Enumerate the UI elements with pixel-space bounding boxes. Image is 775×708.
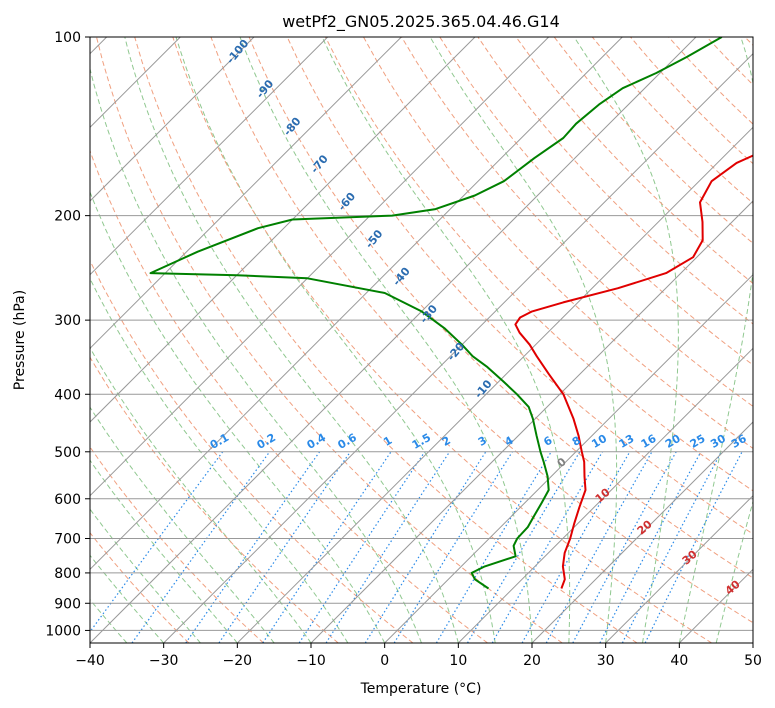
isotherm-gridline bbox=[90, 37, 550, 497]
y-tick-label: 800 bbox=[54, 566, 81, 582]
moist-adiabat-line bbox=[90, 459, 238, 643]
x-tick-label: −30 bbox=[149, 653, 179, 669]
isotherm-gridline bbox=[90, 37, 476, 423]
mixing-ratio-line bbox=[298, 451, 426, 643]
dry-adiabat-line bbox=[515, 37, 753, 285]
mixing-ratio-line bbox=[599, 451, 702, 643]
dry-adiabat-line bbox=[248, 37, 753, 579]
x-axis-label: Temperature (°C) bbox=[360, 681, 482, 697]
moist-adiabat-line bbox=[175, 37, 496, 643]
y-tick-label: 200 bbox=[54, 209, 81, 225]
mixing-ratio-line bbox=[185, 451, 321, 643]
mixing-ratio-line bbox=[521, 451, 631, 643]
moist-adiabat-line bbox=[715, 499, 753, 643]
mixing-ratio-line bbox=[572, 451, 677, 643]
dry-adiabat-line bbox=[210, 37, 753, 624]
x-tick-label: 10 bbox=[449, 653, 467, 669]
dry-adiabat-line bbox=[90, 149, 488, 643]
mixing-ratio-line bbox=[435, 451, 552, 643]
dry-adiabat-line bbox=[96, 37, 563, 643]
y-axis-ticks: 100 200 300 400 500 600 700 800 900 1000 bbox=[45, 30, 90, 639]
x-tick-label: 50 bbox=[744, 653, 762, 669]
moist-adiabat-line bbox=[573, 37, 679, 643]
x-tick-label: −20 bbox=[223, 653, 253, 669]
moist-adiabat-line bbox=[90, 406, 275, 643]
dry-adiabats bbox=[90, 37, 753, 643]
moist-adiabat-line bbox=[90, 277, 349, 643]
dry-adiabat-line bbox=[324, 37, 753, 492]
x-tick-label: 40 bbox=[670, 653, 688, 669]
isotherm-gridline bbox=[605, 494, 753, 643]
y-tick-label: 1000 bbox=[45, 623, 81, 639]
chart-title: wetPf2_GN05.2025.365.04.46.G14 bbox=[282, 12, 560, 32]
mixing-ratio-line bbox=[262, 451, 392, 643]
isotherm-gridline bbox=[90, 37, 623, 571]
dry-adiabat-line bbox=[134, 37, 638, 643]
mixing-ratio-line bbox=[325, 451, 451, 643]
y-tick-label: 100 bbox=[54, 30, 81, 46]
moist-adiabat-line bbox=[429, 37, 618, 643]
moist-adiabat-line bbox=[321, 37, 571, 643]
x-tick-label: 0 bbox=[380, 653, 389, 669]
y-tick-label: 300 bbox=[54, 313, 81, 329]
isotherm-gridline bbox=[310, 200, 753, 643]
isotherm-gridline bbox=[384, 273, 753, 643]
profile-series bbox=[149, 37, 753, 590]
x-tick-label: −10 bbox=[296, 653, 326, 669]
isotherm-gridline bbox=[90, 37, 255, 202]
mixing-ratio-line bbox=[644, 451, 743, 643]
mixing-ratio-lines bbox=[90, 451, 743, 643]
mixing-ratio-line bbox=[90, 451, 224, 633]
moist-adiabat-line bbox=[124, 37, 459, 643]
y-tick-label: 600 bbox=[54, 492, 81, 508]
y-tick-label: 500 bbox=[54, 445, 81, 461]
dry-adiabat-line bbox=[401, 37, 753, 408]
y-tick-label: 900 bbox=[54, 596, 81, 612]
mixing-ratio-line bbox=[364, 451, 487, 643]
x-tick-label: −40 bbox=[75, 653, 105, 669]
dry-adiabat-line bbox=[90, 531, 190, 643]
mixing-ratio-line bbox=[545, 451, 653, 643]
plot-frame bbox=[89, 36, 754, 644]
dry-adiabat-line bbox=[172, 37, 712, 643]
mixing-ratio-line bbox=[131, 451, 271, 643]
isotherm-gridline bbox=[90, 37, 402, 350]
y-axis-label: Pressure (hPa) bbox=[12, 290, 28, 390]
moist-adiabat-line bbox=[678, 37, 753, 643]
isotherm-gridline bbox=[236, 126, 753, 643]
isotherm-gridline bbox=[531, 421, 753, 643]
isotherm-gridline bbox=[163, 52, 753, 643]
x-tick-label: 30 bbox=[597, 653, 615, 669]
isotherm-gridline bbox=[90, 37, 329, 276]
x-axis-ticks: −40 −30 −20 −10 0 10 20 30 40 50 bbox=[75, 643, 762, 669]
temperature-line bbox=[514, 154, 753, 589]
grid-lines bbox=[90, 37, 753, 643]
dry-adiabat-line bbox=[439, 37, 753, 366]
y-tick-label: 700 bbox=[54, 532, 81, 548]
x-tick-label: 20 bbox=[523, 653, 541, 669]
isotherm-gridline bbox=[90, 37, 697, 643]
y-tick-label: 400 bbox=[54, 387, 81, 403]
isotherm-gridline bbox=[457, 347, 753, 643]
dry-adiabat-line bbox=[90, 446, 264, 643]
dry-adiabat-line bbox=[90, 356, 339, 643]
dewpoint-line bbox=[149, 37, 723, 590]
moist-adiabat-line bbox=[239, 37, 533, 643]
mixing-ratio-line bbox=[218, 451, 351, 643]
